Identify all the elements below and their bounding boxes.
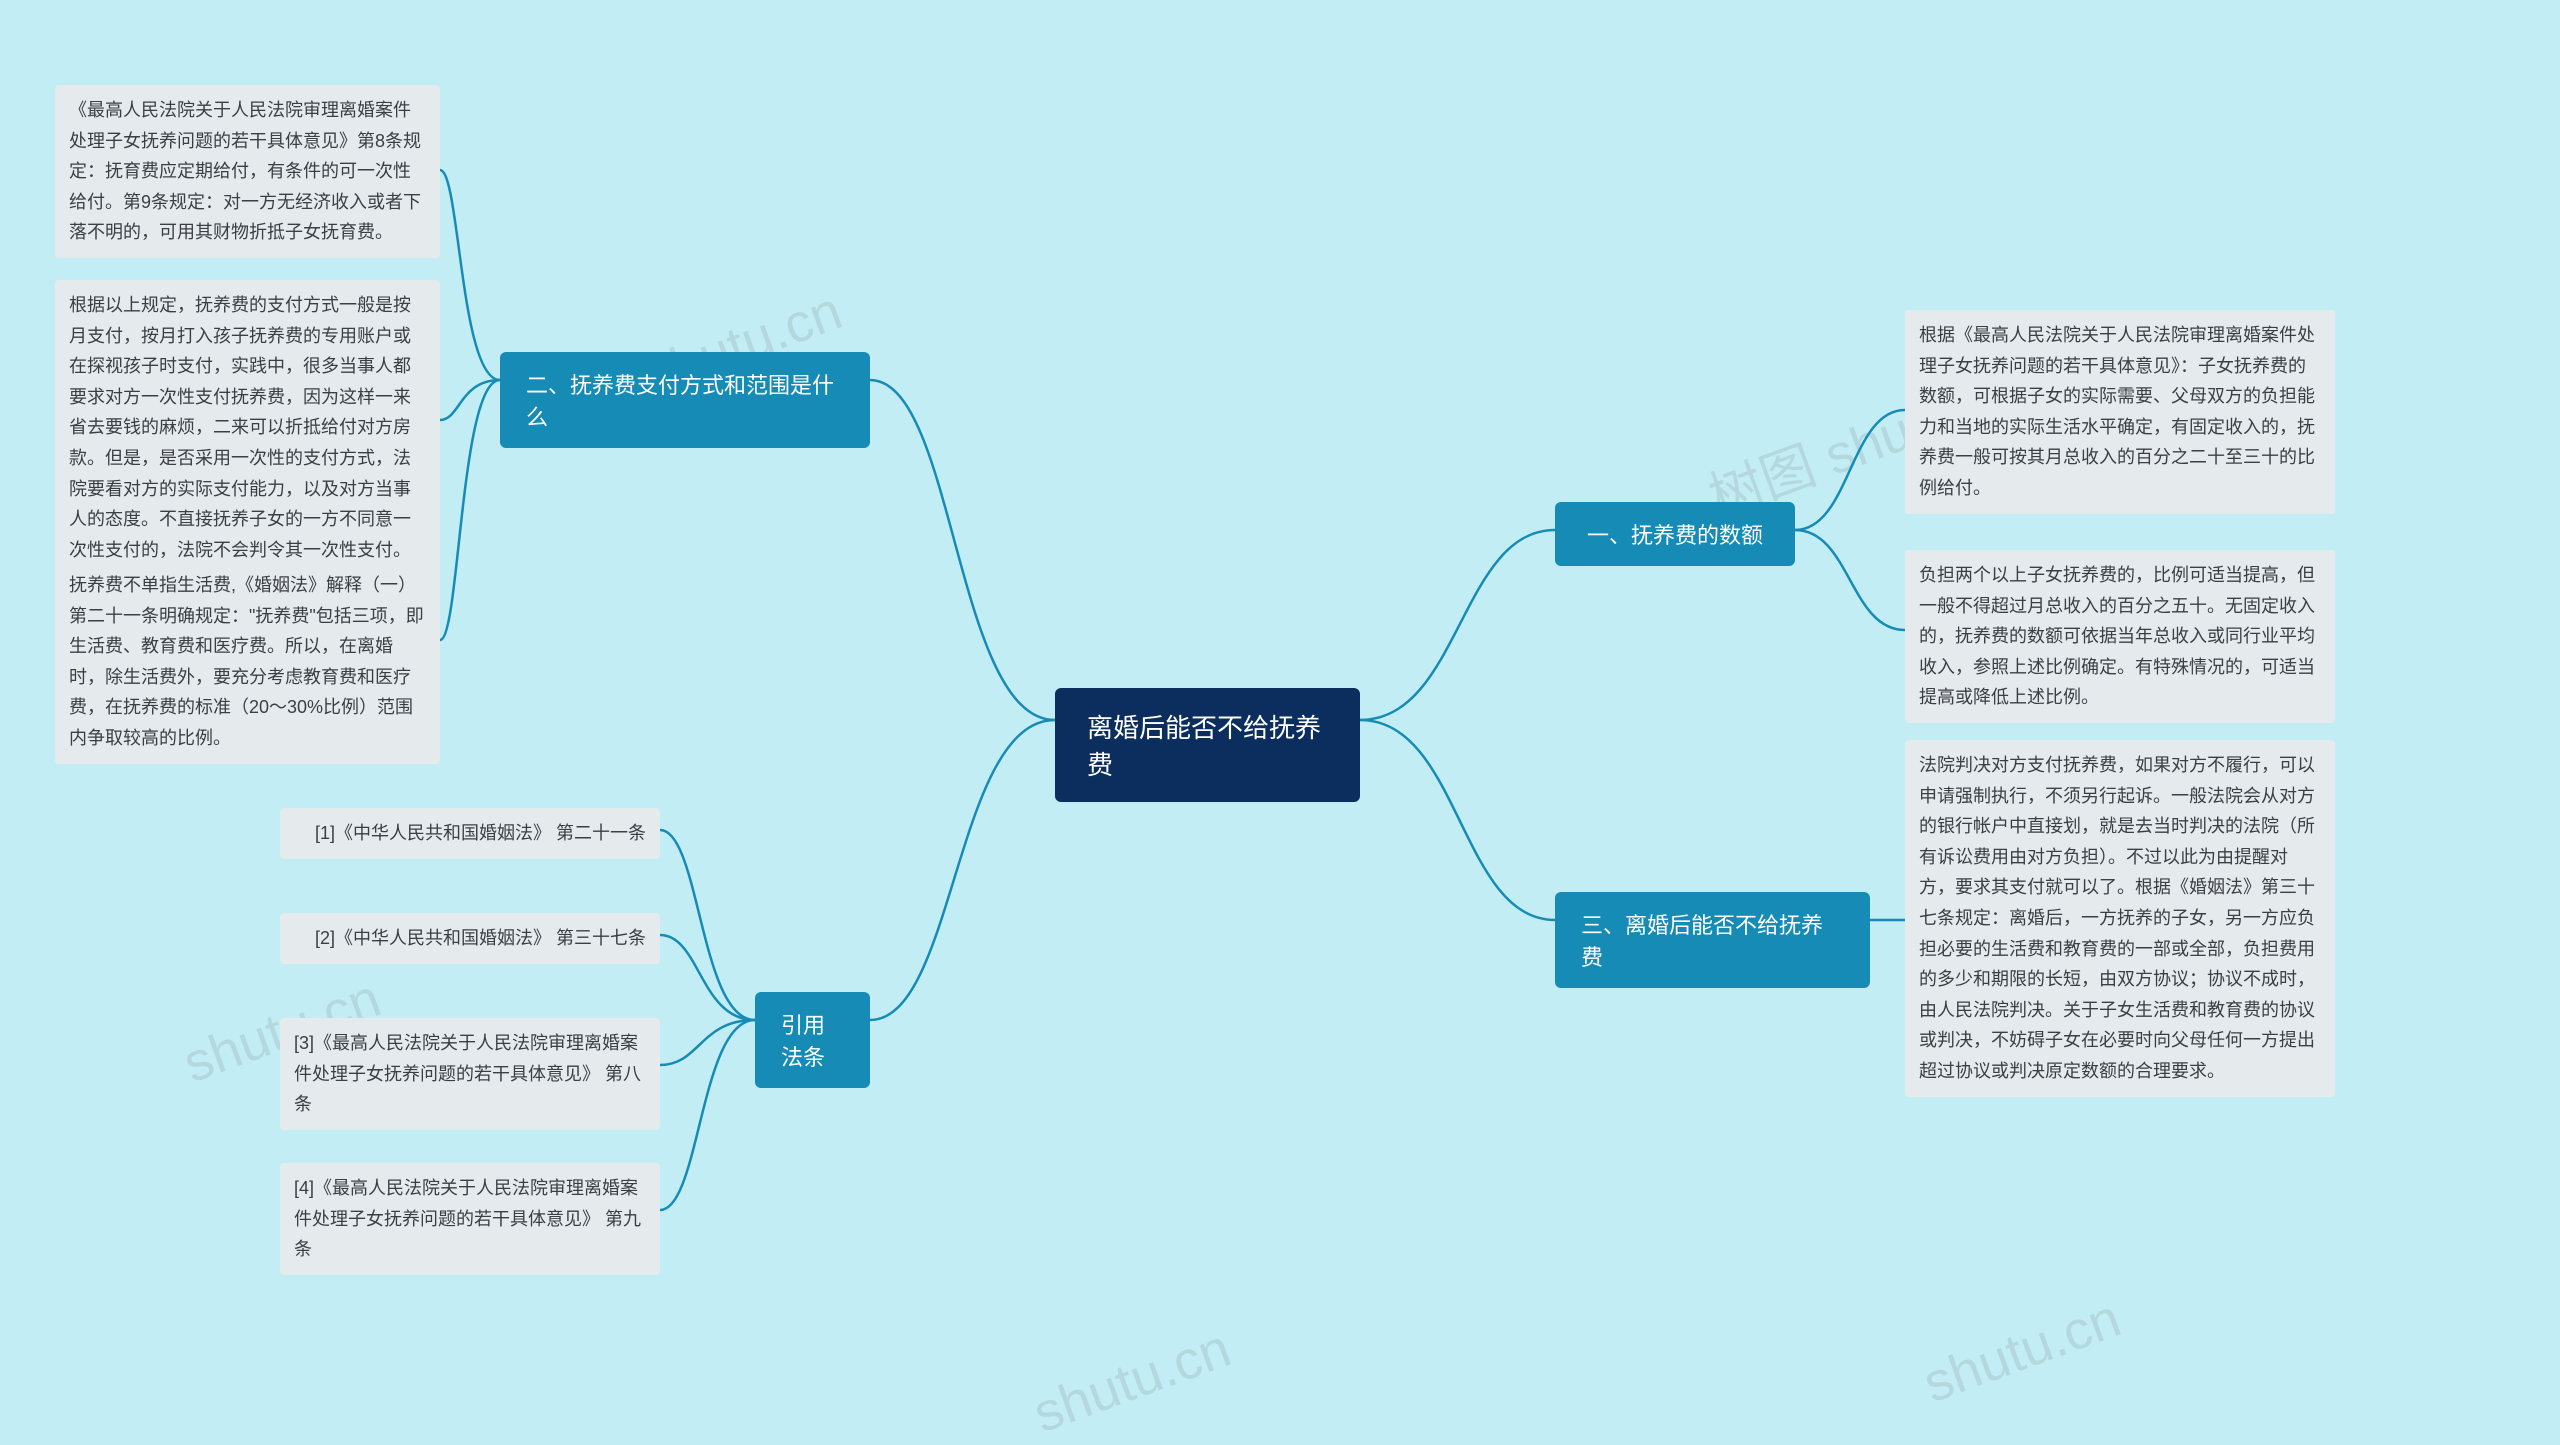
leaf-b1-1[interactable]: 根据《最高人民法院关于人民法院审理离婚案件处理子女抚养问题的若干具体意见》：子女… [1905,310,2335,514]
leaf-text: [3]《最高人民法院关于人民法院审理离婚案件处理子女抚养问题的若干具体意见》 第… [294,1033,641,1114]
leaf-text: [4]《最高人民法院关于人民法院审理离婚案件处理子女抚养问题的若干具体意见》 第… [294,1178,641,1259]
leaf-text: 根据《最高人民法院关于人民法院审理离婚案件处理子女抚养问题的若干具体意见》：子女… [1919,325,2315,498]
leaf-text: 抚养费不单指生活费,《婚姻法》解释（一）第二十一条明确规定："抚养费"包括三项，… [69,575,424,748]
leaf-text: [1]《中华人民共和国婚姻法》 第二十一条 [315,823,646,843]
leaf-text: 根据以上规定，抚养费的支付方式一般是按月支付，按月打入孩子抚养费的专用账户或在探… [69,295,411,560]
leaf-b2-2[interactable]: 根据以上规定，抚养费的支付方式一般是按月支付，按月打入孩子抚养费的专用账户或在探… [55,280,440,575]
branch-b2[interactable]: 二、抚养费支付方式和范围是什么 [500,352,870,448]
branch-label: 三、离婚后能否不给抚养费 [1581,908,1844,972]
watermark: shutu.cn [1026,1317,1239,1445]
branch-label: 二、抚养费支付方式和范围是什么 [526,368,844,432]
root-label: 离婚后能否不给抚养费 [1087,708,1328,782]
leaf-text: [2]《中华人民共和国婚姻法》 第三十七条 [315,928,646,948]
branch-label: 引用法条 [781,1008,844,1072]
leaf-text: 《最高人民法院关于人民法院审理离婚案件处理子女抚养问题的若干具体意见》第8条规定… [69,100,421,242]
leaf-b4-3[interactable]: [3]《最高人民法院关于人民法院审理离婚案件处理子女抚养问题的若干具体意见》 第… [280,1018,660,1130]
branch-b4[interactable]: 引用法条 [755,992,870,1088]
leaf-b2-3[interactable]: 抚养费不单指生活费,《婚姻法》解释（一）第二十一条明确规定："抚养费"包括三项，… [55,560,440,764]
branch-label: 一、抚养费的数额 [1587,518,1763,550]
leaf-text: 法院判决对方支付抚养费，如果对方不履行，可以申请强制执行，不须另行起诉。一般法院… [1919,755,2315,1081]
branch-b1[interactable]: 一、抚养费的数额 [1555,502,1795,566]
leaf-b4-4[interactable]: [4]《最高人民法院关于人民法院审理离婚案件处理子女抚养问题的若干具体意见》 第… [280,1163,660,1275]
mindmap-root[interactable]: 离婚后能否不给抚养费 [1055,688,1360,802]
leaf-b2-1[interactable]: 《最高人民法院关于人民法院审理离婚案件处理子女抚养问题的若干具体意见》第8条规定… [55,85,440,258]
leaf-b1-2[interactable]: 负担两个以上子女抚养费的，比例可适当提高，但一般不得超过月总收入的百分之五十。无… [1905,550,2335,723]
branch-b3[interactable]: 三、离婚后能否不给抚养费 [1555,892,1870,988]
watermark: shutu.cn [1916,1287,2129,1415]
leaf-b4-1[interactable]: [1]《中华人民共和国婚姻法》 第二十一条 [280,808,660,859]
leaf-b4-2[interactable]: [2]《中华人民共和国婚姻法》 第三十七条 [280,913,660,964]
leaf-b3-1[interactable]: 法院判决对方支付抚养费，如果对方不履行，可以申请强制执行，不须另行起诉。一般法院… [1905,740,2335,1097]
leaf-text: 负担两个以上子女抚养费的，比例可适当提高，但一般不得超过月总收入的百分之五十。无… [1919,565,2315,707]
